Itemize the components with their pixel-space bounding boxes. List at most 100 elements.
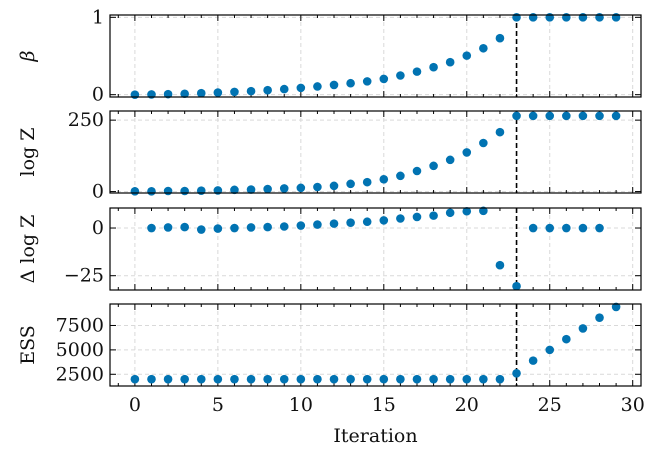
data-point — [578, 111, 588, 121]
data-point — [462, 206, 472, 216]
data-point — [412, 374, 422, 384]
data-point — [362, 217, 372, 227]
data-point — [329, 219, 339, 228]
data-point — [396, 171, 405, 181]
data-point — [196, 186, 206, 196]
axis-label-x: Iteration — [333, 425, 417, 447]
data-point — [445, 208, 455, 218]
data-point — [595, 13, 604, 22]
data-point — [412, 212, 422, 222]
data-point — [562, 13, 571, 22]
data-point — [180, 89, 189, 99]
data-point — [578, 223, 588, 233]
data-point — [346, 78, 355, 88]
data-point — [445, 57, 455, 67]
data-point — [495, 260, 505, 270]
data-point — [379, 174, 389, 184]
data-point — [196, 225, 206, 234]
data-point — [512, 13, 521, 22]
data-point — [528, 223, 538, 233]
data-point — [429, 62, 438, 72]
data-point — [362, 77, 372, 86]
panel-2: 0 250 log Z — [17, 109, 642, 203]
axis-label-y: ESS — [17, 325, 39, 365]
axes-frame — [109, 110, 642, 194]
data-point — [346, 179, 355, 189]
data-point — [412, 166, 422, 176]
data-point — [147, 374, 156, 384]
tick-label-y: 7500 — [56, 314, 104, 336]
data-point — [329, 374, 339, 384]
data-point — [313, 182, 322, 192]
data-point — [130, 186, 140, 196]
axes-frame — [109, 14, 642, 98]
data-point — [479, 138, 488, 148]
data-point — [313, 374, 322, 384]
tick-label-x: 30 — [621, 394, 645, 416]
data-point — [528, 356, 538, 365]
data-point — [545, 13, 555, 22]
tick-label-y: 250 — [68, 109, 104, 131]
data-point — [130, 374, 140, 384]
data-point — [379, 374, 389, 384]
data-point — [445, 374, 455, 384]
data-point — [246, 86, 256, 96]
tick-label-x: 15 — [372, 394, 396, 416]
data-point — [611, 302, 621, 312]
tick-label-y: 2500 — [56, 363, 104, 385]
data-point — [279, 184, 289, 193]
tick-label-x: 5 — [212, 394, 224, 416]
data-point — [379, 216, 389, 225]
data-point — [180, 186, 189, 196]
data-point — [263, 184, 272, 194]
data-point — [163, 89, 173, 99]
data-point — [429, 161, 438, 171]
data-point — [196, 88, 206, 98]
panel-1: 0 1 β — [17, 6, 642, 106]
tick-label-x: 0 — [129, 394, 141, 416]
data-point — [445, 155, 455, 165]
data-point — [329, 80, 339, 90]
data-point — [163, 186, 173, 196]
data-point — [595, 111, 604, 121]
tick-label-x: 20 — [455, 394, 479, 416]
tick-label-y: 0 — [92, 84, 104, 106]
data-point — [147, 186, 156, 196]
tick-label-y: 1 — [92, 6, 104, 28]
data-point — [213, 374, 223, 384]
data-point — [562, 223, 571, 233]
data-point — [230, 185, 239, 195]
data-point — [163, 374, 173, 384]
data-point — [611, 111, 621, 121]
data-point — [246, 185, 256, 194]
data-point — [412, 67, 422, 76]
data-point — [578, 324, 588, 333]
data-point — [196, 374, 206, 384]
axis-label-y: Δ log Z — [17, 215, 39, 284]
data-point — [230, 223, 239, 233]
data-point — [512, 369, 521, 378]
tick-label-x: 25 — [538, 394, 562, 416]
data-point — [279, 222, 289, 231]
data-point — [296, 374, 306, 384]
data-point — [296, 221, 306, 230]
data-point — [545, 223, 555, 233]
data-point — [346, 374, 355, 384]
data-point — [479, 374, 488, 384]
tick-label-y: 0 — [92, 181, 104, 203]
data-point — [362, 374, 372, 384]
data-point — [396, 71, 405, 80]
data-point — [130, 90, 140, 99]
data-point — [313, 220, 322, 229]
data-point — [246, 374, 256, 384]
data-point — [595, 313, 604, 322]
data-point — [462, 51, 472, 60]
data-point — [429, 374, 438, 384]
data-point — [396, 374, 405, 384]
data-point — [213, 224, 223, 233]
data-point — [562, 111, 571, 121]
data-point — [362, 177, 372, 187]
tick-label-y: 0 — [92, 217, 104, 239]
data-point — [263, 374, 272, 384]
data-point — [479, 43, 488, 53]
